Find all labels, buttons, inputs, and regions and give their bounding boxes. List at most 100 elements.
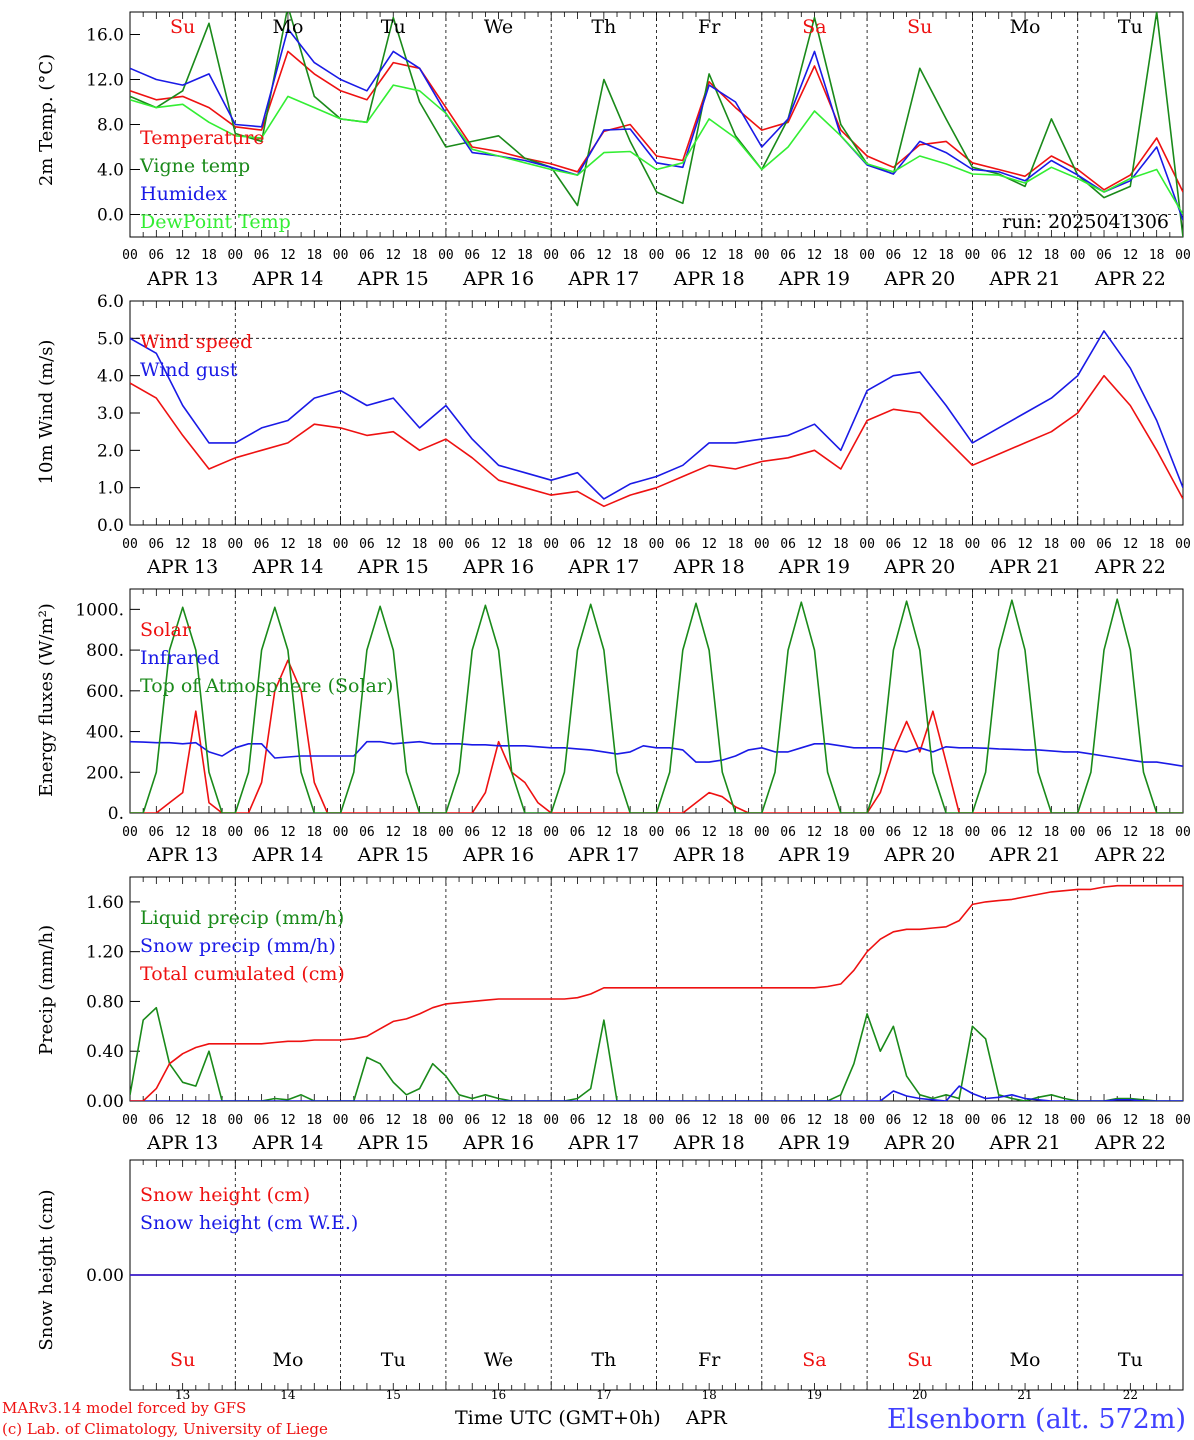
minor-ticks (129, 301, 1184, 525)
x-hour-label: 18 (517, 537, 533, 552)
y-axis-label: Energy fluxes (W/m²) (36, 603, 57, 797)
legend-entry: Snow precip (mm/h) (140, 935, 336, 957)
legend-entry: Wind gust (140, 359, 238, 381)
x-hour-label: 00 (754, 248, 770, 263)
y-tick-label: 2.0 (97, 441, 124, 461)
x-hour-label: 18 (306, 825, 322, 840)
x-hour-label: 18 (201, 537, 217, 552)
x-day-label: APR 17 (567, 844, 639, 866)
x-day-label: APR 19 (778, 268, 850, 290)
x-hour-label: 12 (596, 248, 612, 263)
x-day-label: APR 17 (567, 268, 639, 290)
x-hour-label: 00 (543, 825, 559, 840)
x-hour-label: 18 (412, 1113, 428, 1128)
x-hour-label: 06 (1096, 825, 1112, 840)
x-day-label: APR 18 (673, 844, 745, 866)
x-hour-label: 00 (859, 537, 875, 552)
legend-entry: Vigne temp (139, 155, 250, 177)
x-day-label: APR 21 (989, 556, 1061, 578)
legend-entry: Top of Atmosphere (Solar) (140, 675, 393, 697)
x-hour-label: 06 (675, 825, 691, 840)
x-day-label: APR 21 (989, 1132, 1061, 1154)
y-tick-label: 16.0 (86, 26, 124, 46)
x-hour-label: 06 (570, 248, 586, 263)
x-hour-label: 12 (491, 825, 507, 840)
x-hour-label: 12 (175, 248, 191, 263)
x-day-label: APR 16 (462, 556, 534, 578)
x-hour-label: 00 (649, 1113, 665, 1128)
x-hour-label: 00 (1175, 825, 1191, 840)
x-day-label: APR 18 (673, 1132, 745, 1154)
footer: MARv3.14 model forced by GFS (c) Lab. of… (2, 1399, 1186, 1438)
x-hour-label: 12 (596, 825, 612, 840)
x-hour-label: 18 (517, 825, 533, 840)
x-hour-label: 00 (122, 248, 138, 263)
series-line-1 (130, 659, 1183, 813)
x-hour-label: 06 (148, 537, 164, 552)
weekday-label: Su (170, 16, 195, 38)
x-hour-label: 12 (280, 825, 296, 840)
chart-panel-5: 0.00 Snow height (cm) Snow height (cm) Snow… (36, 1159, 1184, 1402)
x-hour-label: 06 (991, 1113, 1007, 1128)
x-hour-label: 12 (280, 1113, 296, 1128)
x-hour-label: 06 (886, 825, 902, 840)
x-hour-label: 12 (280, 248, 296, 263)
x-hour-label: 18 (728, 825, 744, 840)
x-hour-label: 18 (728, 1113, 744, 1128)
weekday-label: Sa (802, 16, 826, 38)
x-hour-label: 06 (570, 825, 586, 840)
x-hour-label: 18 (1044, 1113, 1060, 1128)
x-hour-label: 18 (517, 248, 533, 263)
x-hour-label: 00 (1070, 248, 1086, 263)
legend-entry: Solar (140, 619, 192, 641)
series-line-4 (130, 84, 1183, 215)
x-hour-label: 12 (807, 248, 823, 263)
x-hour-label: 00 (333, 1113, 349, 1128)
x-hour-label: 12 (385, 537, 401, 552)
x-day-label: APR 22 (1094, 268, 1166, 290)
y-axis-label: 10m Wind (m/s) (36, 340, 57, 485)
x-hour-label: 12 (912, 537, 928, 552)
x-hour-label: 18 (1149, 1113, 1165, 1128)
x-hour-label: 06 (148, 825, 164, 840)
y-tick-label: 8.0 (97, 116, 124, 136)
x-hour-label: 00 (227, 248, 243, 263)
y-tick-label: 5.0 (97, 329, 124, 349)
x-day-label: APR 20 (883, 844, 955, 866)
y-tick-label: 0.0 (97, 516, 124, 536)
x-hour-label: 18 (412, 825, 428, 840)
x-hour-label: 06 (464, 537, 480, 552)
x-hour-label: 18 (622, 825, 638, 840)
x-hour-label: 12 (1017, 1113, 1033, 1128)
x-hour-label: 00 (649, 825, 665, 840)
weekday-label: Mo (272, 1349, 303, 1371)
x-hour-label: 12 (175, 825, 191, 840)
x-hour-label: 06 (254, 248, 270, 263)
x-hour-label: 12 (701, 825, 717, 840)
legend-entry: Wind speed (140, 331, 252, 353)
x-hour-label: 06 (1096, 248, 1112, 263)
series-line-3 (130, 598, 1183, 813)
x-day-label: APR 13 (146, 1132, 218, 1154)
x-hour-label: 06 (780, 248, 796, 263)
x-hour-label: 12 (596, 537, 612, 552)
x-hour-label: 00 (122, 825, 138, 840)
x-hour-label: 18 (833, 537, 849, 552)
x-hour-label: 06 (675, 248, 691, 263)
x-hour-label: 18 (938, 248, 954, 263)
y-tick-label: 1000. (75, 600, 124, 620)
x-hour-label: 18 (306, 248, 322, 263)
x-hour-label: 00 (649, 248, 665, 263)
x-hour-label: 18 (938, 825, 954, 840)
x-hour-label: 00 (754, 1113, 770, 1128)
x-hour-label: 18 (622, 248, 638, 263)
x-day-label: APR 19 (778, 556, 850, 578)
x-hour-label: 00 (754, 825, 770, 840)
y-tick-label: 600. (86, 682, 124, 702)
x-day-label: APR 22 (1094, 844, 1166, 866)
weekday-label: Su (907, 16, 932, 38)
x-hour-label: 06 (359, 825, 375, 840)
credit-line-1: MARv3.14 model forced by GFS (2, 1399, 246, 1417)
legend-entry: Total cumulated (cm) (140, 963, 345, 985)
weekday-label: Su (907, 1349, 932, 1371)
